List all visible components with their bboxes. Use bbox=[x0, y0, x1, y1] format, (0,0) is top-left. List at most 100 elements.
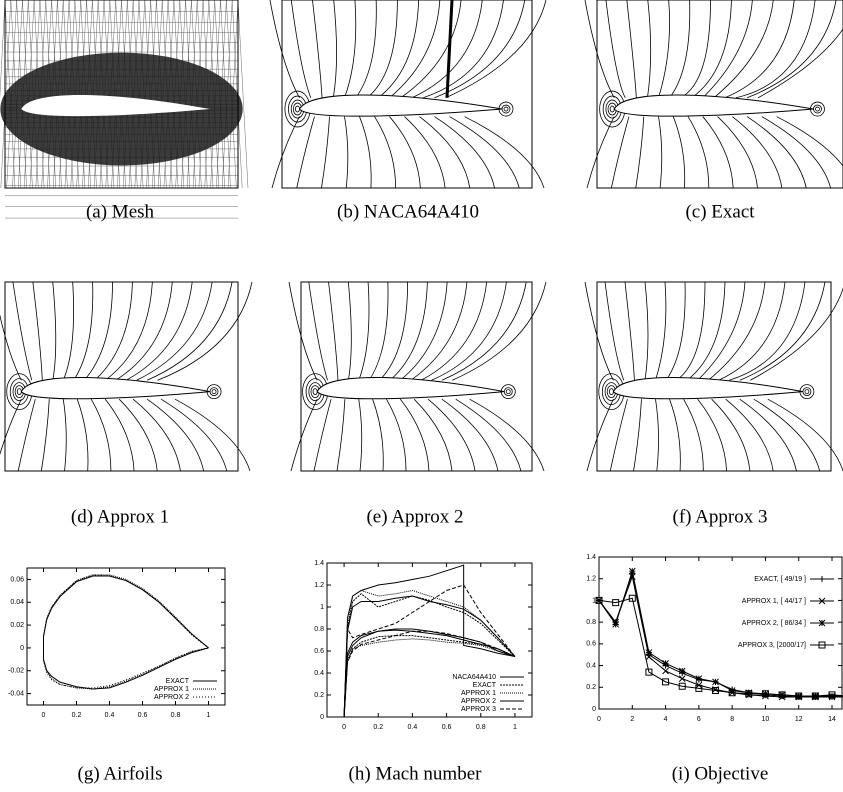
series-line bbox=[43, 575, 209, 690]
contour-line bbox=[146, 398, 205, 472]
y-tick-label: 0.6 bbox=[314, 648, 324, 655]
data-marker bbox=[628, 567, 636, 575]
contour-line bbox=[746, 0, 837, 99]
contour-line bbox=[419, 116, 471, 189]
contour-line bbox=[586, 116, 615, 189]
data-marker bbox=[778, 691, 786, 699]
contour-line bbox=[308, 281, 328, 381]
contour-line bbox=[441, 281, 527, 381]
contour-line bbox=[669, 399, 681, 472]
contour-line bbox=[605, 0, 626, 98]
data-marker bbox=[628, 594, 636, 602]
contour-line bbox=[404, 116, 446, 189]
contour-line bbox=[90, 398, 112, 472]
contour-line bbox=[118, 398, 158, 472]
contour-line bbox=[52, 281, 57, 381]
airfoil bbox=[316, 377, 505, 400]
contour-line bbox=[378, 0, 420, 99]
contour-line bbox=[750, 287, 843, 381]
contour-line bbox=[441, 398, 499, 472]
contour-line bbox=[427, 398, 476, 472]
data-marker bbox=[645, 649, 653, 656]
x-tick-label: 0.6 bbox=[138, 712, 148, 719]
contour-line bbox=[665, 281, 686, 381]
contour-line bbox=[702, 116, 734, 189]
legend-label: APPROX 1, [ 44/17 ] bbox=[742, 598, 806, 605]
contour-line bbox=[584, 281, 614, 381]
legend-label: EXACT bbox=[473, 682, 497, 689]
x-tick-label: 2 bbox=[630, 716, 634, 723]
contour-ring bbox=[501, 104, 511, 114]
x-tick-label: 0.8 bbox=[171, 712, 181, 719]
contour-line bbox=[269, 0, 300, 98]
data-marker bbox=[761, 690, 769, 698]
contour-line bbox=[680, 0, 711, 99]
caption: (e) Approx 2 bbox=[366, 506, 463, 527]
caption: (b) NACA64A410 bbox=[337, 201, 479, 222]
contour-line bbox=[368, 281, 389, 381]
caption: (a) Mesh bbox=[86, 201, 155, 222]
x-tick-label: 8 bbox=[730, 716, 734, 723]
contour-line bbox=[455, 398, 522, 472]
contour-line bbox=[624, 281, 635, 381]
plot-frame bbox=[4, 0, 239, 189]
data-marker bbox=[712, 687, 720, 695]
legend-label: APPROX 3 bbox=[461, 706, 496, 713]
contour-line bbox=[372, 399, 384, 472]
data-marker bbox=[595, 596, 603, 604]
contour-line bbox=[104, 281, 153, 381]
data-marker bbox=[678, 682, 686, 690]
contour-line bbox=[739, 281, 826, 381]
contour-line bbox=[647, 0, 652, 98]
data-marker bbox=[728, 689, 736, 697]
series-line bbox=[43, 574, 209, 689]
y-tick-label: 0 bbox=[320, 714, 324, 721]
contour-line bbox=[290, 399, 318, 472]
data-marker bbox=[612, 599, 620, 607]
contour-line bbox=[626, 0, 637, 98]
contour-line bbox=[32, 281, 43, 381]
legend-marker bbox=[818, 619, 826, 627]
series-line bbox=[343, 595, 516, 718]
x-tick-label: 12 bbox=[795, 716, 803, 723]
contour-line bbox=[584, 0, 615, 98]
legend-marker bbox=[819, 576, 825, 582]
x-tick-label: 0 bbox=[342, 724, 346, 731]
y-tick-label: 1.2 bbox=[586, 576, 596, 583]
contour-line bbox=[160, 398, 228, 472]
contour-line bbox=[711, 398, 751, 472]
contour-line bbox=[676, 281, 706, 381]
y-tick-label: 1.4 bbox=[586, 554, 596, 561]
contour-line bbox=[635, 116, 645, 189]
contour-line bbox=[355, 0, 377, 98]
legend-label: APPROX 1 bbox=[154, 686, 189, 693]
legend-marker bbox=[818, 597, 826, 605]
plot-frame bbox=[26, 567, 226, 706]
legend-label: APPROX 2 bbox=[461, 698, 496, 705]
x-tick-label: 0.6 bbox=[442, 724, 452, 731]
data-marker bbox=[795, 692, 803, 700]
plot-frame bbox=[300, 281, 533, 472]
plot-frame bbox=[596, 281, 832, 472]
series-line bbox=[598, 574, 843, 698]
contour-line bbox=[767, 398, 843, 472]
airfoil bbox=[298, 94, 503, 117]
data-marker bbox=[662, 678, 670, 686]
contour-line bbox=[423, 0, 504, 99]
contour-line bbox=[290, 0, 312, 98]
contour-line bbox=[271, 116, 300, 189]
series-line bbox=[43, 574, 209, 690]
contour-plot bbox=[584, 281, 843, 472]
data-marker bbox=[728, 687, 736, 694]
contour-line bbox=[136, 281, 213, 381]
caption: (h) Mach number bbox=[349, 763, 483, 784]
contour-plots bbox=[0, 0, 843, 472]
x-tick-label: 10 bbox=[762, 716, 770, 723]
contour-line bbox=[732, 116, 783, 189]
x-tick-label: 0.2 bbox=[72, 712, 82, 719]
y-tick-label: 0.2 bbox=[314, 692, 324, 699]
contour-line bbox=[725, 398, 774, 472]
contour-line bbox=[445, 0, 547, 99]
x-tick-label: 4 bbox=[664, 716, 668, 723]
